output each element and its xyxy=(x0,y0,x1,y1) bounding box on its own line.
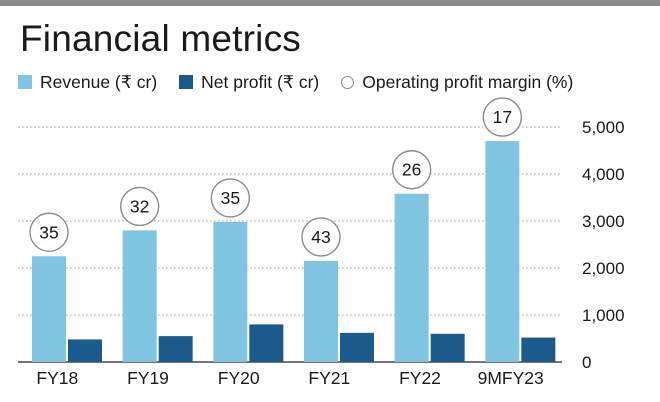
legend-label-net-profit: Net profit (₹ cr) xyxy=(201,71,320,92)
y-tick-label: 0 xyxy=(582,353,591,372)
margin-circle xyxy=(391,150,432,190)
legend: Revenue (₹ cr) Net profit (₹ cr) Operati… xyxy=(18,70,573,94)
legend-label-operating-margin: Operating profit margin (%) xyxy=(362,71,574,92)
bar-revenue xyxy=(394,193,429,362)
y-tick-label: 4,000 xyxy=(582,165,625,184)
margin-circle xyxy=(301,217,341,257)
x-category-label: FY20 xyxy=(218,368,260,388)
bar-net-profit xyxy=(521,337,556,362)
margin-label: 32 xyxy=(130,196,149,216)
bar-net-profit xyxy=(158,336,193,362)
bar-net-profit xyxy=(68,339,102,362)
bar-net-profit xyxy=(430,333,465,362)
top-rule xyxy=(0,0,660,6)
bar-revenue xyxy=(122,230,157,362)
margin-label: 43 xyxy=(311,227,330,247)
x-category-label: FY18 xyxy=(36,368,78,388)
y-tick-label: 2,000 xyxy=(582,259,625,278)
y-tick-label: 3,000 xyxy=(582,212,625,231)
legend-item-net-profit: Net profit (₹ cr) xyxy=(179,72,319,93)
bar-revenue xyxy=(213,221,248,362)
x-category-label: FY21 xyxy=(308,368,350,388)
y-tick-label: 5,000 xyxy=(582,118,625,137)
margin-label: 26 xyxy=(402,160,421,180)
margin-label: 17 xyxy=(493,107,512,127)
margin-label: 35 xyxy=(39,222,58,242)
margin-circle xyxy=(210,178,251,218)
chart-title: Financial metrics xyxy=(20,18,301,59)
legend-circle-operating-margin xyxy=(341,75,355,89)
bar-revenue xyxy=(485,141,520,362)
legend-label-revenue: Revenue (₹ cr) xyxy=(40,71,158,92)
margin-circle xyxy=(482,97,523,137)
legend-item-operating-margin: Operating profit margin (%) xyxy=(341,72,573,93)
margin-circle xyxy=(119,186,160,227)
bar-revenue xyxy=(32,256,66,362)
bar-revenue xyxy=(304,260,338,362)
y-tick-label: 1,000 xyxy=(582,306,625,325)
x-category-label: FY22 xyxy=(399,368,441,388)
x-category-label: 9MFY23 xyxy=(478,368,544,388)
bar-net-profit xyxy=(340,332,374,362)
legend-item-revenue: Revenue (₹ cr) xyxy=(18,72,157,93)
margin-label: 35 xyxy=(221,188,240,208)
bar-net-profit xyxy=(249,324,284,362)
legend-swatch-net-profit xyxy=(179,75,194,89)
legend-swatch-revenue xyxy=(18,75,32,89)
x-category-label: FY19 xyxy=(127,368,169,388)
margin-circle xyxy=(29,212,69,252)
